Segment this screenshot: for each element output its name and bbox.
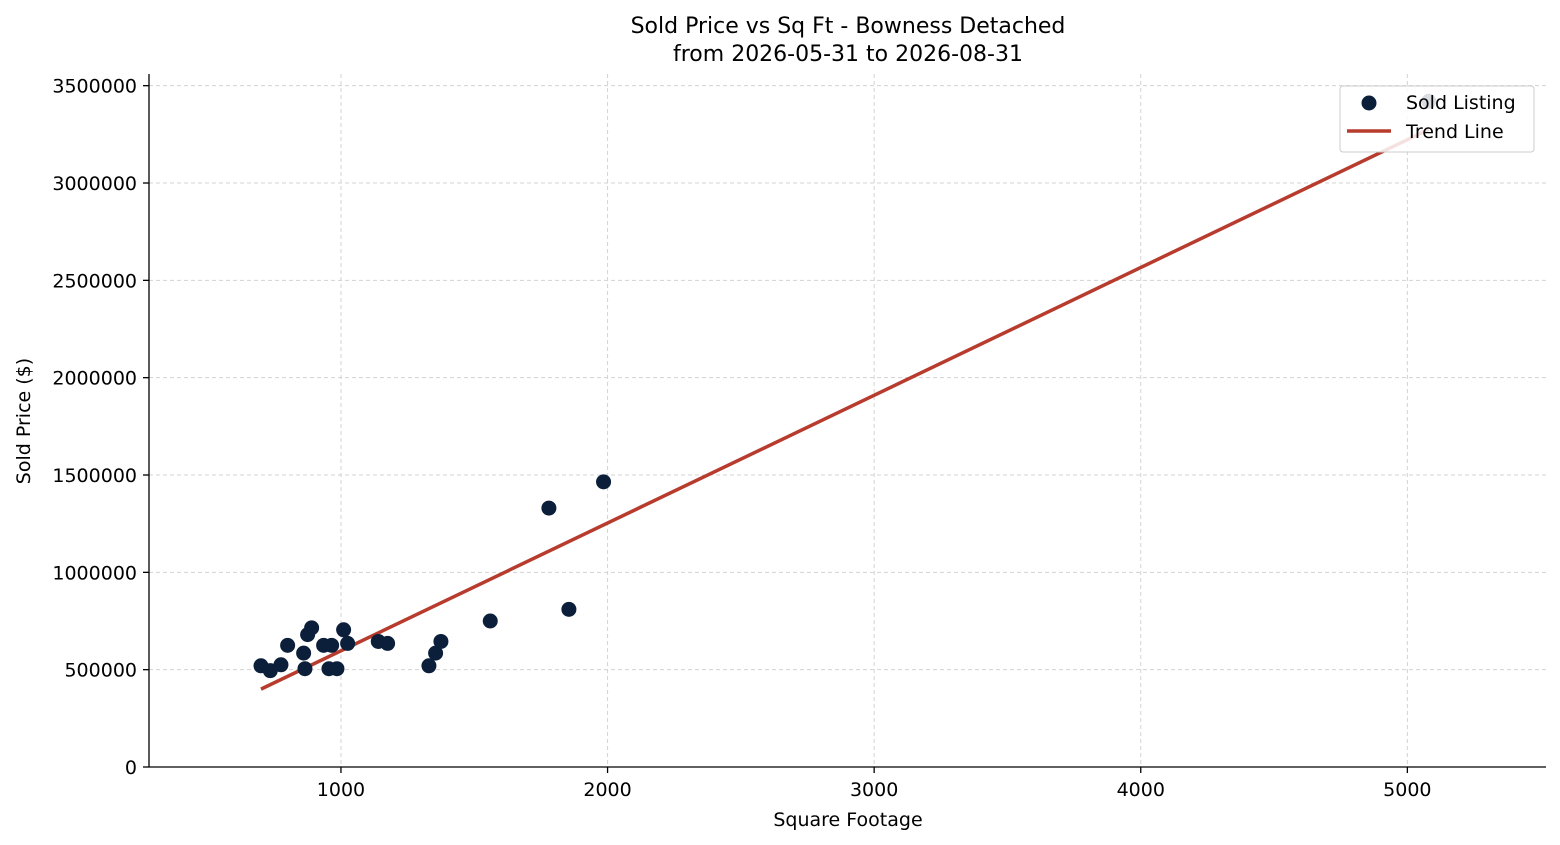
- data-point: [428, 645, 444, 661]
- data-point: [336, 622, 352, 638]
- data-point: [273, 657, 289, 673]
- y-tick-label: 2500000: [52, 270, 137, 292]
- y-tick-label: 1500000: [52, 465, 137, 487]
- x-tick-label: 2000: [583, 779, 631, 801]
- y-axis-label: Sold Price ($): [13, 358, 35, 484]
- trend-line-layer: [260, 127, 1430, 691]
- y-tick-label: 2000000: [52, 368, 137, 390]
- data-point: [304, 620, 320, 636]
- data-point: [329, 661, 345, 677]
- trend-line: [260, 127, 1430, 691]
- data-point: [421, 658, 437, 674]
- legend-marker-sold-listing: [1361, 95, 1377, 111]
- legend-label-sold-listing: Sold Listing: [1406, 92, 1516, 114]
- tick-labels: 1000 2000 3000 4000 5000 0 500000 1000000 150000…: [52, 76, 1431, 801]
- y-tick-label: 500000: [64, 660, 137, 682]
- y-tick-label: 1000000: [52, 562, 137, 584]
- data-point: [596, 474, 612, 490]
- x-tick-label: 1000: [317, 779, 365, 801]
- data-point: [380, 635, 396, 651]
- data-point: [296, 645, 312, 661]
- chart-subtitle: from 2026-05-31 to 2026-08-31: [673, 42, 1023, 67]
- grid: [149, 74, 1546, 768]
- y-tick-label: 3000000: [52, 173, 137, 195]
- axes: [143, 74, 1546, 773]
- x-tick-label: 3000: [850, 779, 898, 801]
- x-tick-label: 4000: [1117, 779, 1165, 801]
- legend-box: [1339, 85, 1535, 153]
- data-point: [482, 613, 498, 629]
- y-tick-label: 0: [125, 757, 137, 779]
- data-point: [324, 637, 340, 653]
- data-point: [340, 635, 356, 651]
- scatter-points: [253, 93, 1437, 679]
- data-point: [541, 500, 557, 516]
- x-axis-label: Square Footage: [773, 809, 922, 831]
- data-point: [433, 633, 449, 649]
- legend: Sold Listing Trend Line: [1339, 85, 1535, 153]
- data-point: [561, 601, 577, 617]
- chart-title: Sold Price vs Sq Ft - Bowness Detached: [631, 14, 1066, 39]
- legend-label-trend-line: Trend Line: [1405, 121, 1504, 143]
- data-point: [280, 637, 296, 653]
- x-tick-label: 5000: [1383, 779, 1431, 801]
- y-tick-label: 3500000: [52, 76, 137, 98]
- data-point: [297, 661, 313, 677]
